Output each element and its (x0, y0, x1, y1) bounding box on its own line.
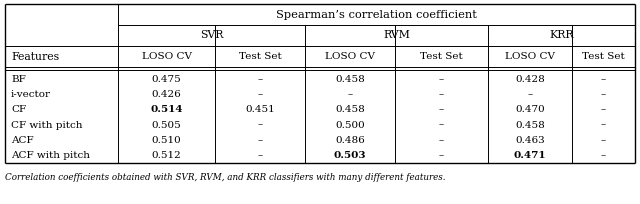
Text: LOSO CV: LOSO CV (141, 52, 191, 61)
Text: –: – (439, 121, 444, 130)
Text: 0.486: 0.486 (335, 136, 365, 145)
Text: Test Set: Test Set (582, 52, 625, 61)
Text: –: – (527, 90, 532, 99)
Text: –: – (601, 90, 606, 99)
Text: i-vector: i-vector (11, 90, 51, 99)
Text: 0.458: 0.458 (515, 121, 545, 130)
Text: –: – (601, 136, 606, 145)
Text: 0.514: 0.514 (150, 105, 183, 114)
Text: –: – (439, 151, 444, 160)
Text: 0.458: 0.458 (335, 75, 365, 84)
Text: –: – (348, 90, 353, 99)
Text: 0.458: 0.458 (335, 105, 365, 114)
Text: 0.510: 0.510 (152, 136, 181, 145)
Text: BF: BF (11, 75, 26, 84)
Text: 0.463: 0.463 (515, 136, 545, 145)
Text: Features: Features (11, 51, 59, 61)
Text: 0.428: 0.428 (515, 75, 545, 84)
Text: –: – (439, 90, 444, 99)
Text: 0.470: 0.470 (515, 105, 545, 114)
Text: –: – (257, 151, 262, 160)
Text: Correlation coefficients obtained with SVR, RVM, and KRR classifiers with many d: Correlation coefficients obtained with S… (5, 173, 445, 182)
Text: –: – (257, 136, 262, 145)
Text: –: – (601, 75, 606, 84)
Text: Test Set: Test Set (239, 52, 282, 61)
Text: –: – (439, 75, 444, 84)
Text: 0.505: 0.505 (152, 121, 181, 130)
Text: RVM: RVM (383, 31, 410, 41)
Text: LOSO CV: LOSO CV (505, 52, 555, 61)
Text: 0.500: 0.500 (335, 121, 365, 130)
Text: Test Set: Test Set (420, 52, 463, 61)
Text: ACF with pitch: ACF with pitch (11, 151, 90, 160)
Text: CF with pitch: CF with pitch (11, 121, 83, 130)
Text: SVR: SVR (200, 31, 223, 41)
Text: –: – (439, 136, 444, 145)
Text: 0.426: 0.426 (152, 90, 181, 99)
Text: –: – (257, 90, 262, 99)
Text: 0.471: 0.471 (514, 151, 547, 160)
Text: –: – (601, 105, 606, 114)
Text: –: – (257, 121, 262, 130)
Text: –: – (601, 121, 606, 130)
Text: CF: CF (11, 105, 26, 114)
Text: 0.503: 0.503 (333, 151, 366, 160)
Text: Spearman’s correlation coefficient: Spearman’s correlation coefficient (276, 10, 477, 20)
Text: KRR: KRR (549, 31, 573, 41)
Text: 0.475: 0.475 (152, 75, 181, 84)
Text: 0.451: 0.451 (245, 105, 275, 114)
Text: –: – (257, 75, 262, 84)
Text: –: – (601, 151, 606, 160)
Text: ACF: ACF (11, 136, 34, 145)
Text: LOSO CV: LOSO CV (325, 52, 375, 61)
Text: 0.512: 0.512 (152, 151, 181, 160)
Text: –: – (439, 105, 444, 114)
